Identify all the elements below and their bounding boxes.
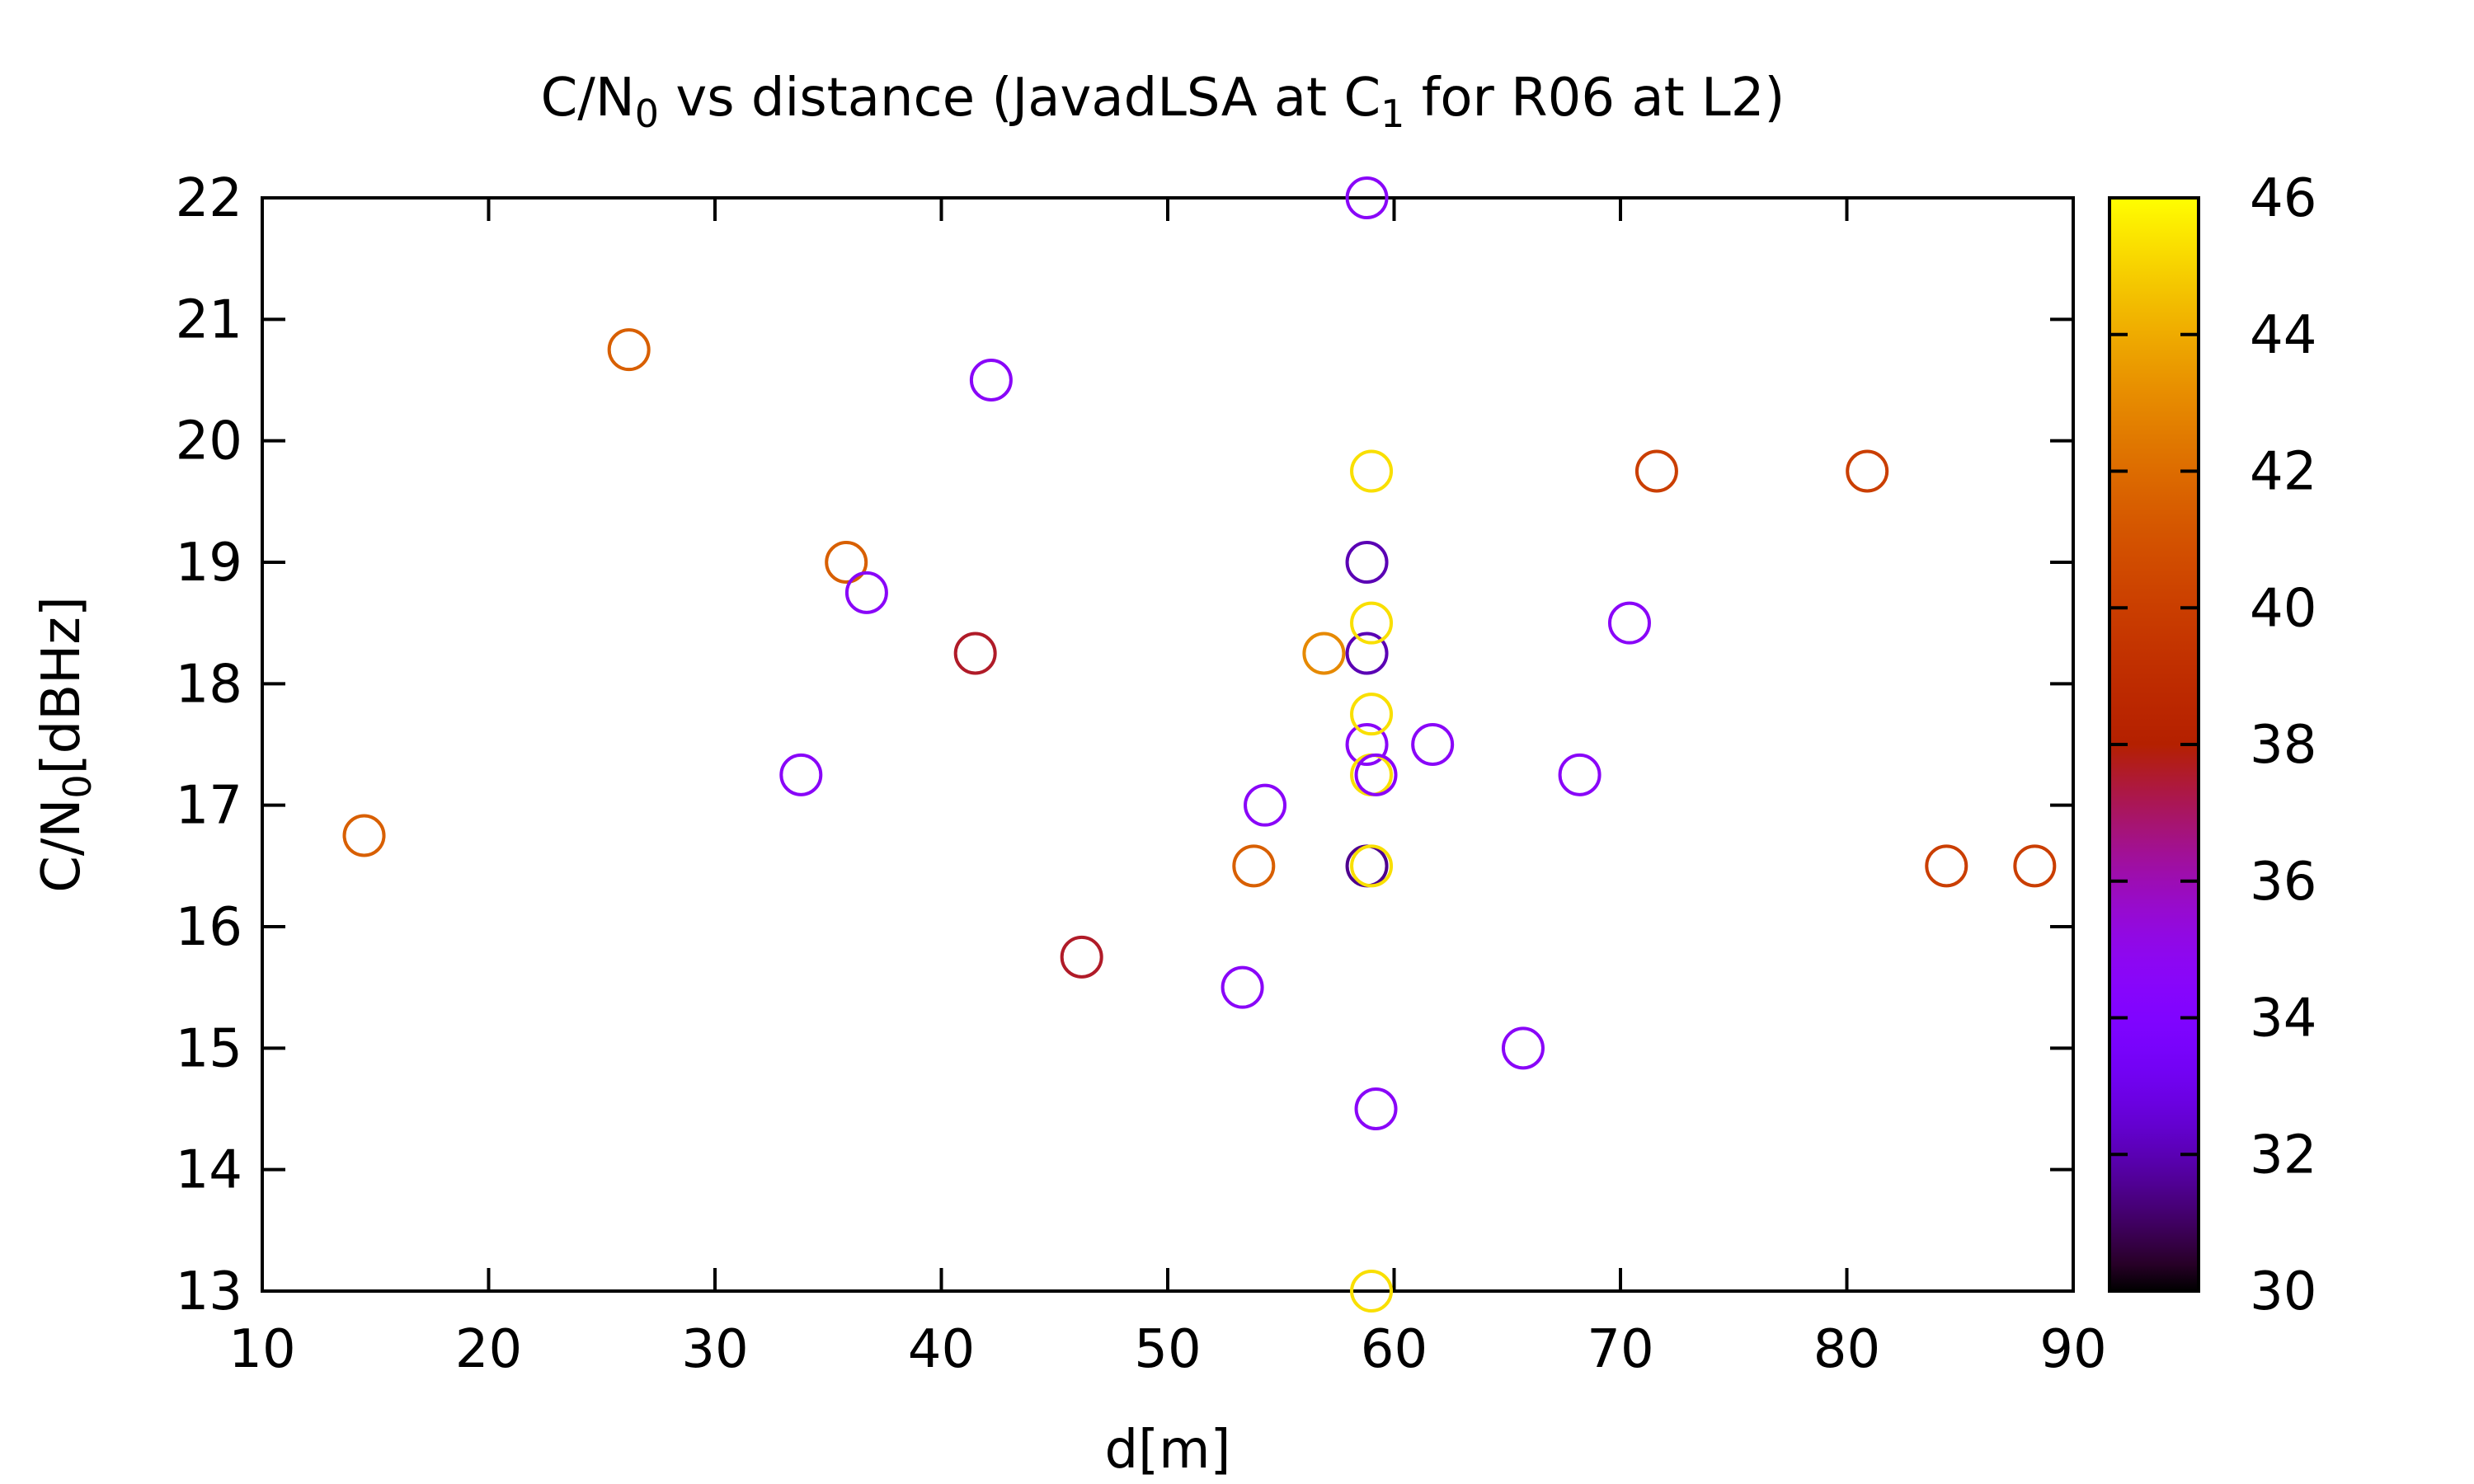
x-tick-label: 90 <box>2039 1319 2106 1380</box>
x-axis: 10 20 30 40 50 60 70 80 90 <box>228 198 2107 1380</box>
y-tick-label: 13 <box>176 1261 242 1322</box>
data-point <box>844 571 888 614</box>
data-points <box>342 176 2057 1313</box>
data-point <box>1634 449 1678 493</box>
colorbar-tick-label: 34 <box>2250 989 2316 1050</box>
data-point <box>1232 844 1276 888</box>
data-point <box>1350 1270 1394 1313</box>
data-point <box>1558 753 1602 796</box>
chart-title: C/N0 vs distance (JavadLSA at C1 for R06… <box>541 68 1785 136</box>
data-point <box>1607 601 1651 645</box>
data-point <box>1350 693 1394 736</box>
data-point <box>1846 449 1889 493</box>
x-axis-label: d[m] <box>1105 1420 1231 1481</box>
data-point <box>1350 601 1394 645</box>
y-tick-label: 22 <box>176 168 242 229</box>
x-tick-label: 60 <box>1361 1319 1427 1380</box>
y-tick-label: 15 <box>176 1018 242 1079</box>
data-point <box>953 632 997 675</box>
colorbar-tick-label: 42 <box>2250 442 2316 503</box>
data-point <box>342 814 386 857</box>
data-point <box>969 359 1013 402</box>
y-axis: 13 14 15 16 17 18 19 20 21 22 <box>176 168 2073 1322</box>
data-point <box>1060 935 1103 979</box>
x-tick-label: 50 <box>1134 1319 1201 1380</box>
colorbar-axis: 30 32 34 36 38 40 42 44 46 <box>2109 168 2316 1322</box>
colorbar-tick-label: 32 <box>2250 1125 2316 1186</box>
x-tick-label: 70 <box>1587 1319 1653 1380</box>
data-point <box>1345 723 1389 766</box>
x-tick-label: 80 <box>1813 1319 1880 1380</box>
data-point <box>825 541 868 584</box>
data-point <box>1345 541 1389 584</box>
colorbar-tick-label: 36 <box>2250 852 2316 913</box>
x-tick-label: 10 <box>228 1319 295 1380</box>
data-point <box>1350 449 1394 493</box>
data-point <box>1345 176 1389 219</box>
y-tick-label: 19 <box>176 533 242 594</box>
x-tick-label: 30 <box>681 1319 748 1380</box>
colorbar-tick-label: 30 <box>2250 1261 2316 1322</box>
data-point <box>1925 844 1968 888</box>
data-point <box>1411 723 1455 766</box>
colorbar-tick-label: 40 <box>2250 578 2316 639</box>
x-tick-label: 20 <box>455 1319 522 1380</box>
y-axis-label: C/N0[dBHz] <box>31 596 100 893</box>
plot-frame <box>261 196 2075 1293</box>
data-point <box>1350 844 1394 888</box>
data-point <box>1354 1087 1398 1130</box>
y-tick-label: 21 <box>176 289 242 350</box>
data-point <box>1221 965 1264 1009</box>
colorbar-tick-label: 44 <box>2250 305 2316 366</box>
y-tick-label: 20 <box>176 411 242 472</box>
colorbar-tick-label: 38 <box>2250 715 2316 776</box>
y-tick-label: 18 <box>176 654 242 715</box>
data-point <box>1244 783 1287 827</box>
colorbar-tick-label: 46 <box>2250 168 2316 229</box>
data-point <box>1345 632 1389 675</box>
data-point <box>1302 632 1346 675</box>
data-point <box>2013 844 2057 888</box>
y-tick-label: 16 <box>176 897 242 958</box>
x-tick-label: 40 <box>908 1319 975 1380</box>
data-point <box>1501 1026 1545 1070</box>
data-point <box>779 753 823 796</box>
data-point <box>607 328 651 372</box>
y-tick-label: 17 <box>176 776 242 837</box>
data-point <box>1354 753 1398 796</box>
y-tick-label: 14 <box>176 1140 242 1201</box>
